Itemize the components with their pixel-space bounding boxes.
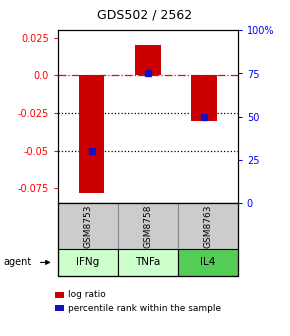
Text: GDS502 / 2562: GDS502 / 2562 xyxy=(97,9,193,22)
Text: agent: agent xyxy=(3,257,31,267)
Text: IFNg: IFNg xyxy=(76,257,99,267)
Text: GSM8763: GSM8763 xyxy=(203,204,212,248)
Bar xyxy=(191,75,217,121)
Text: GSM8758: GSM8758 xyxy=(143,204,153,248)
Text: IL4: IL4 xyxy=(200,257,215,267)
Text: GSM8753: GSM8753 xyxy=(84,204,93,248)
Text: TNFa: TNFa xyxy=(135,257,161,267)
Bar xyxy=(135,45,161,75)
Text: percentile rank within the sample: percentile rank within the sample xyxy=(68,304,221,312)
Bar xyxy=(79,75,104,193)
Text: log ratio: log ratio xyxy=(68,290,106,299)
